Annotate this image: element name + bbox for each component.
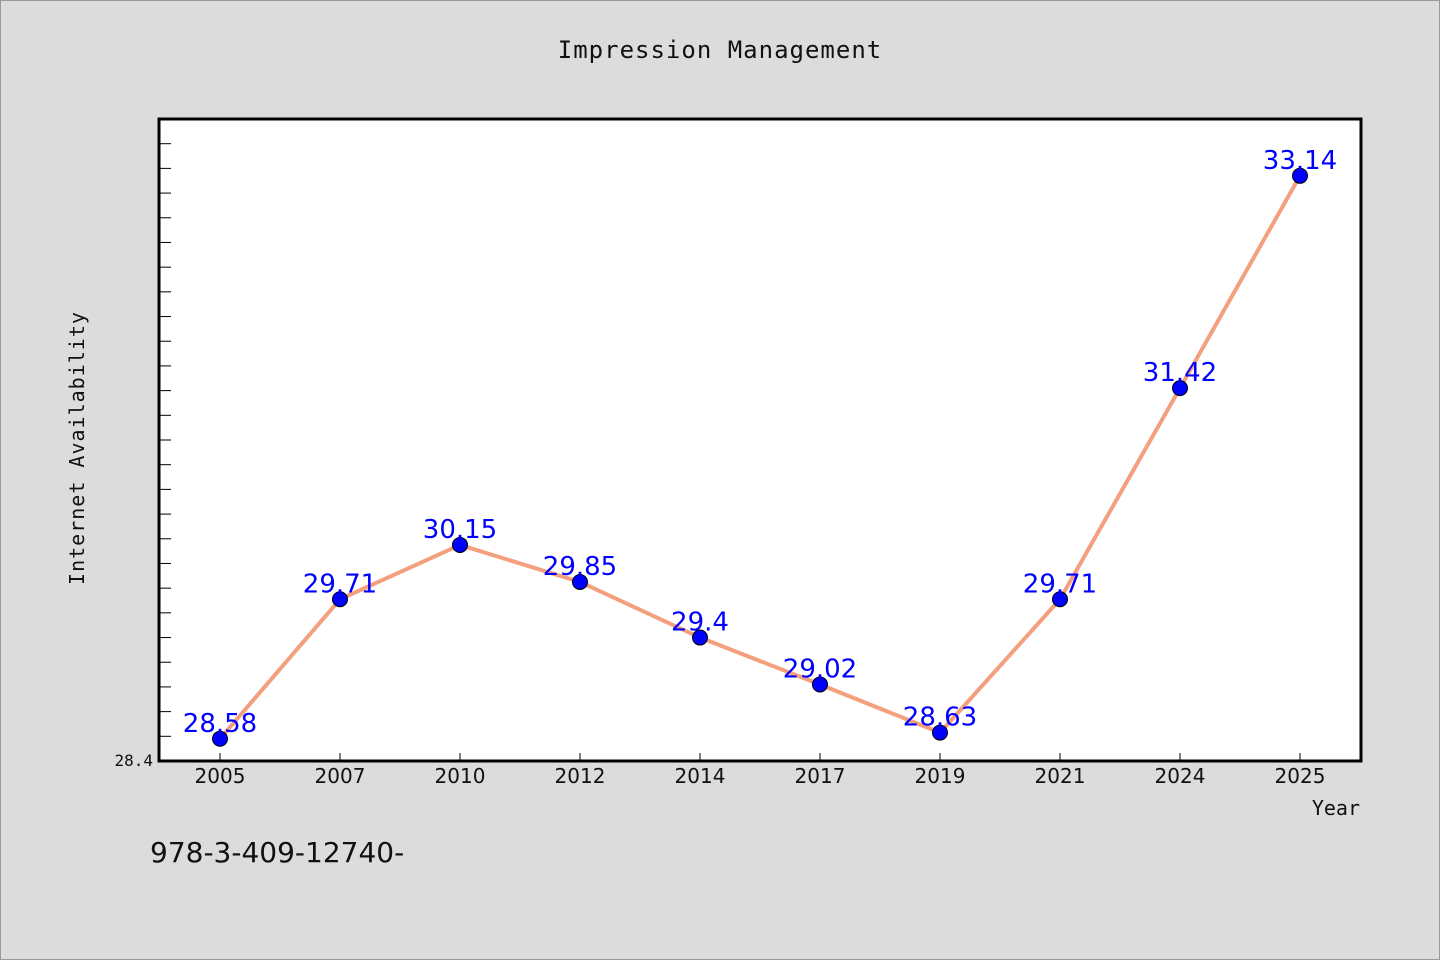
x-tick-label: 2021 — [1035, 764, 1086, 788]
data-point — [452, 536, 468, 553]
series-line — [218, 174, 1302, 741]
data-point — [332, 591, 348, 608]
x-tick-label: 2017 — [795, 764, 846, 788]
data-point — [1292, 167, 1308, 184]
data-label: 29.02 — [783, 654, 857, 684]
x-tick-label: 2012 — [555, 764, 606, 788]
data-point — [1052, 591, 1068, 608]
data-label: 30.15 — [423, 515, 497, 545]
data-point — [572, 573, 588, 590]
data-label: 29.71 — [303, 569, 377, 599]
data-label: 28.63 — [903, 703, 977, 733]
data-point — [692, 629, 708, 646]
data-point — [212, 730, 228, 747]
data-label: 29.85 — [543, 552, 617, 582]
x-tick-label: 2005 — [195, 764, 246, 788]
x-axis-label: Year — [1311, 796, 1360, 820]
x-tick-label: 2010 — [435, 764, 486, 788]
footer-isbn-text: 978-3-409-12740- — [150, 836, 405, 869]
y-axis-label: Internet Availability — [65, 311, 89, 585]
chart-title: Impression Management — [557, 36, 883, 64]
y-tick-label: 28.4 — [114, 751, 153, 770]
data-label: 29.4 — [671, 608, 729, 638]
data-label: 29.71 — [1023, 569, 1097, 599]
data-label: 33.14 — [1263, 146, 1337, 176]
x-tick-label: 2019 — [915, 764, 966, 788]
x-tick-label: 2025 — [1275, 764, 1326, 788]
data-point — [932, 724, 948, 741]
x-tick-label: 2014 — [675, 764, 726, 788]
plot-area — [157, 117, 1363, 763]
data-label: 28.58 — [183, 709, 257, 739]
x-tick-label: 2024 — [1155, 764, 1206, 788]
data-point — [1172, 380, 1188, 397]
data-point — [812, 676, 828, 693]
x-tick-label: 2007 — [315, 764, 366, 788]
data-label: 31.42 — [1143, 358, 1217, 388]
